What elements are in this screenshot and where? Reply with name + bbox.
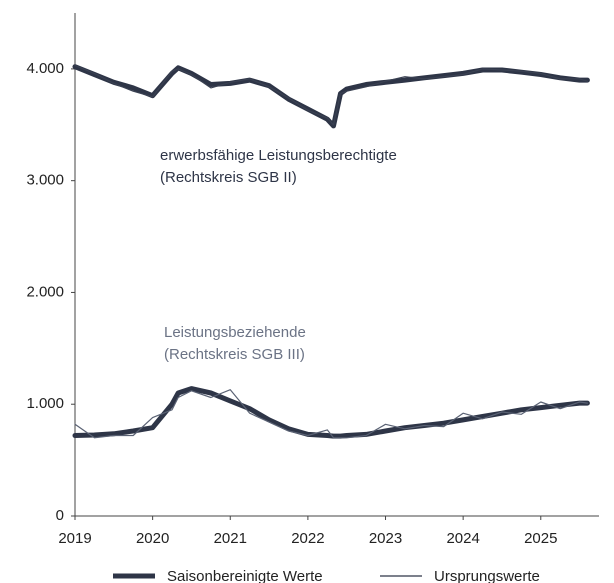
legend-label: Saisonbereinigte Werte <box>167 568 323 583</box>
series-line <box>74 64 588 126</box>
annotation: Leistungsbeziehende <box>164 324 306 341</box>
y-tick-label: 4.000 <box>26 60 64 77</box>
x-tick-label: 2019 <box>58 530 91 547</box>
x-tick-label: 2022 <box>291 530 324 547</box>
x-tick-label: 2021 <box>214 530 247 547</box>
legend-label: Ursprungswerte <box>434 568 540 583</box>
y-tick-label: 3.000 <box>26 172 64 189</box>
series-line <box>74 389 588 439</box>
annotation: (Rechtskreis SGB II) <box>160 169 297 186</box>
y-tick-label: 2.000 <box>26 283 64 300</box>
x-tick-label: 2025 <box>524 530 557 547</box>
annotation: (Rechtskreis SGB III) <box>164 346 305 363</box>
y-tick-label: 0 <box>56 507 64 524</box>
x-tick-label: 2020 <box>136 530 169 547</box>
annotation: erwerbsfähige Leistungsberechtigte <box>160 147 397 164</box>
y-tick-label: 1.000 <box>26 395 64 412</box>
series-line <box>72 386 590 439</box>
x-tick-label: 2024 <box>446 530 479 547</box>
x-tick-label: 2023 <box>369 530 402 547</box>
